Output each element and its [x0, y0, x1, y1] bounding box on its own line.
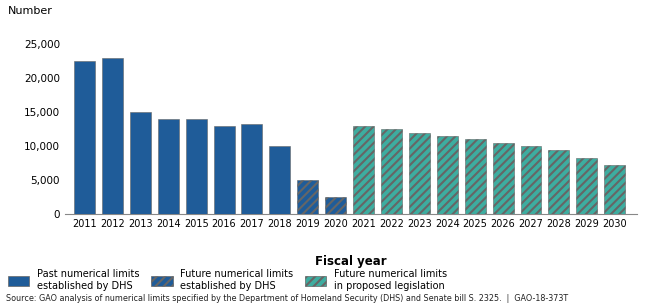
Bar — [381, 129, 402, 214]
Bar — [186, 119, 207, 214]
Bar — [549, 150, 569, 214]
Bar — [325, 197, 346, 214]
Bar — [437, 136, 458, 214]
Text: Number: Number — [8, 6, 53, 16]
Bar — [269, 146, 291, 214]
Bar — [297, 180, 318, 214]
Bar — [130, 112, 151, 214]
Legend: Past numerical limits
established by DHS, Future numerical limits
established by: Past numerical limits established by DHS… — [8, 269, 447, 291]
Bar — [604, 165, 625, 214]
Bar — [409, 132, 430, 214]
Bar — [158, 119, 179, 214]
Bar — [102, 58, 123, 214]
Bar — [214, 126, 235, 214]
Bar — [74, 61, 95, 214]
Bar — [465, 140, 486, 214]
Bar — [242, 124, 263, 214]
Bar — [577, 159, 597, 214]
Text: Source: GAO analysis of numerical limits specified by the Department of Homeland: Source: GAO analysis of numerical limits… — [6, 294, 569, 303]
Bar — [353, 126, 374, 214]
Bar — [493, 143, 514, 214]
Text: Fiscal year: Fiscal year — [315, 255, 387, 267]
Bar — [521, 146, 541, 214]
